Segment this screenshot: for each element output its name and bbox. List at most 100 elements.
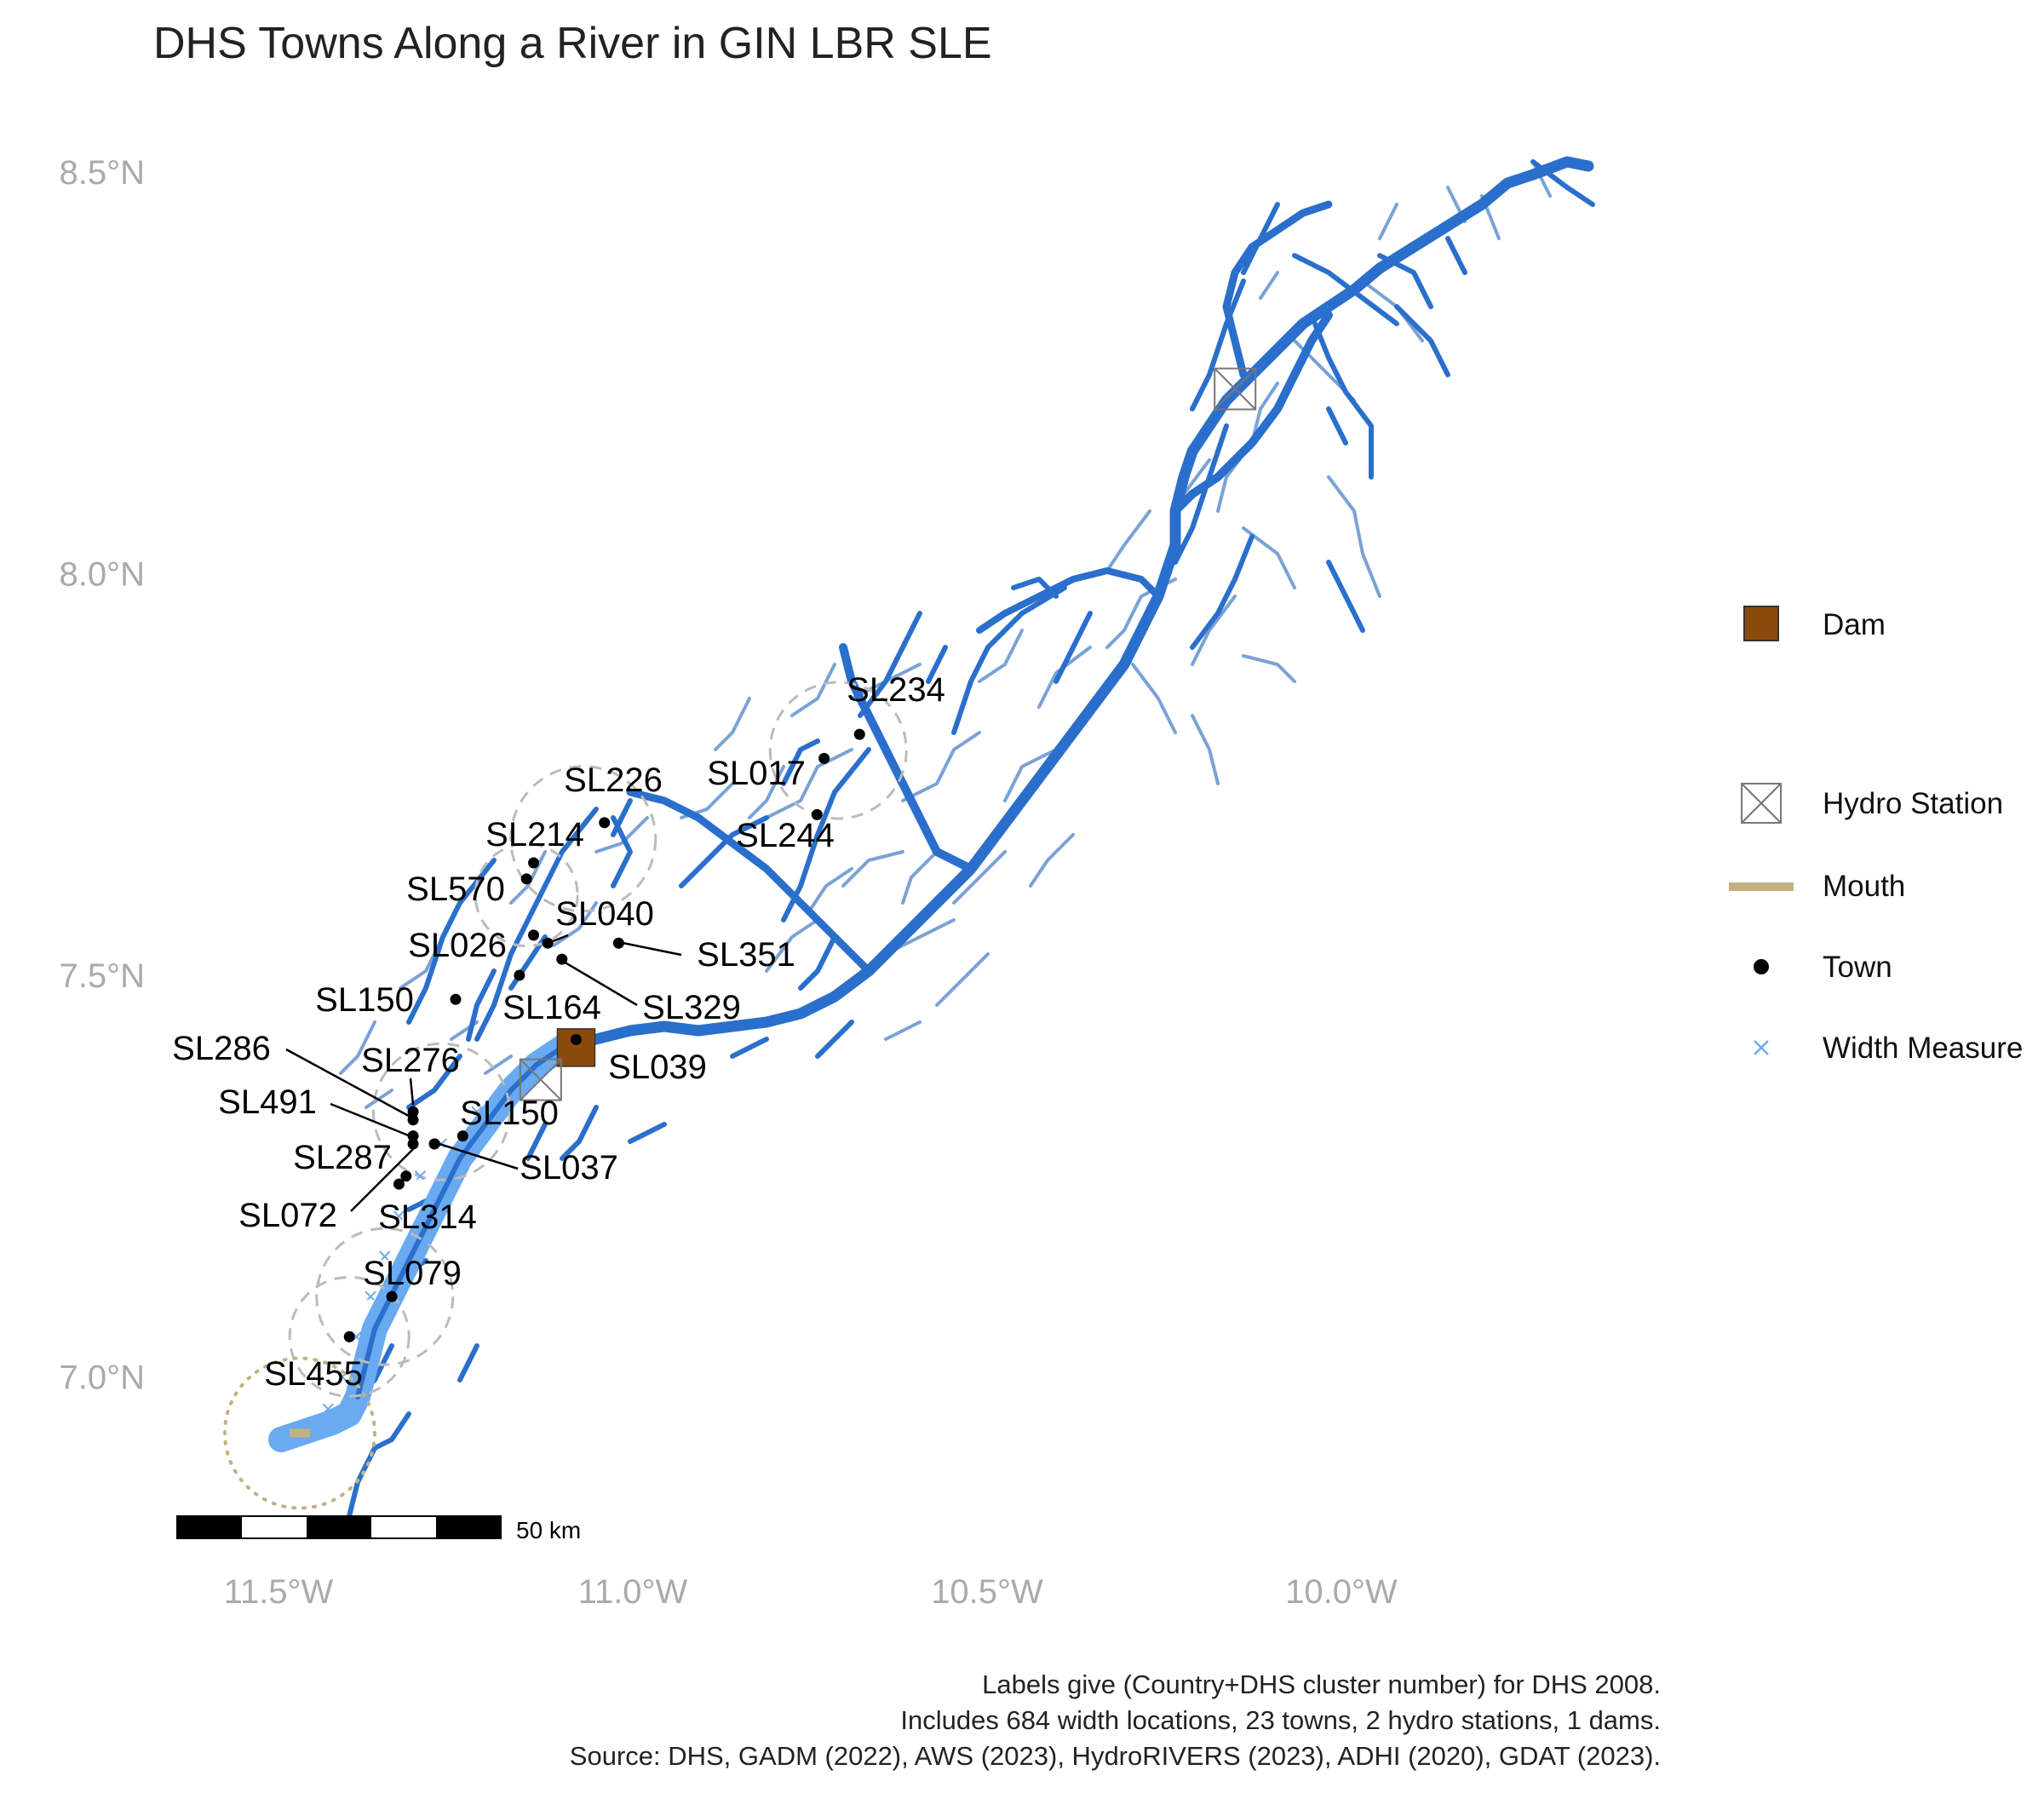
town-layer: SL234 SL017 SL244 SL226 SL214 SL570 SL040 SL026… xyxy=(172,671,945,1393)
town-marker xyxy=(556,953,568,965)
width-measure-marker xyxy=(322,1403,334,1415)
y-tick-label: 7.0°N xyxy=(60,1359,146,1397)
town-label: SL079 xyxy=(363,1255,462,1292)
town-label: SL329 xyxy=(642,989,741,1026)
town-marker xyxy=(400,1170,412,1182)
town-leader-line xyxy=(623,942,682,957)
legend-width-swatch xyxy=(1754,1040,1769,1055)
legend-hydro-swatch xyxy=(1741,783,1782,824)
town-label: SL072 xyxy=(238,1197,337,1234)
lower-branch xyxy=(839,643,975,873)
x-tick-label: 10.0°W xyxy=(1285,1573,1398,1611)
town-label: SL244 xyxy=(736,817,835,854)
town-leader-line xyxy=(285,1048,411,1118)
town-leader-line xyxy=(547,934,569,945)
town-label: SL037 xyxy=(520,1149,618,1187)
town-leader-line xyxy=(439,1142,519,1170)
hydro-station-marker xyxy=(519,1058,562,1101)
scale-bar-segment xyxy=(436,1516,501,1538)
caption-line: Source: DHS, GADM (2022), AWS (2023), Hy… xyxy=(570,1741,1661,1771)
axes: 8.5°N 8.0°N 7.5°N 7.0°N 11.5°W 11.0°W 10.5°W 10… xyxy=(60,154,1398,1611)
town-label: SL017 xyxy=(707,755,806,792)
hydro-station-marker xyxy=(1214,367,1257,411)
town-label: SL150 xyxy=(460,1095,559,1132)
legend-dam-swatch xyxy=(1743,606,1779,641)
legend: Dam Hydro Station Mouth Town Width Measu… xyxy=(1729,606,2023,1065)
town-label: SL287 xyxy=(293,1139,392,1176)
legend-town-label: Town xyxy=(1823,951,1892,984)
town-label: SL455 xyxy=(264,1355,363,1393)
town-label: SL491 xyxy=(218,1083,317,1121)
town-marker xyxy=(818,752,830,764)
east-branch xyxy=(1171,311,1333,515)
north-branch xyxy=(1222,200,1333,379)
legend-mouth-label: Mouth xyxy=(1823,870,1905,903)
scale-bar-label: 50 km xyxy=(516,1517,581,1543)
hydro-layer xyxy=(519,367,1257,1101)
legend-town-swatch xyxy=(1754,959,1769,974)
west-branch xyxy=(626,788,873,975)
width-measure-marker xyxy=(365,1290,376,1302)
town-marker xyxy=(599,817,611,829)
y-tick-label: 8.0°N xyxy=(60,556,146,594)
town-marker xyxy=(456,1130,468,1142)
scale-bar-segment xyxy=(307,1516,371,1538)
town-label: SL040 xyxy=(555,895,654,933)
scale-bar-segment xyxy=(177,1516,242,1538)
town-marker xyxy=(528,857,540,869)
x-tick-label: 11.0°W xyxy=(578,1573,688,1611)
town-label: SL164 xyxy=(502,989,601,1026)
main-river xyxy=(556,156,1594,1054)
town-label: SL570 xyxy=(406,871,505,908)
town-marker xyxy=(570,1033,582,1045)
width-measure-marker xyxy=(393,1210,405,1222)
mouth-layer xyxy=(222,1356,376,1510)
town-marker xyxy=(520,873,532,885)
legend-dam-label: Dam xyxy=(1823,608,1886,641)
x-tick-label: 10.5°W xyxy=(931,1573,1043,1611)
legend-width-label: Width Measure xyxy=(1823,1032,2023,1065)
y-tick-label: 8.5°N xyxy=(60,154,146,192)
buffer-circle xyxy=(371,1042,511,1181)
y-tick-label: 7.5°N xyxy=(60,957,146,995)
town-label: SL226 xyxy=(564,761,663,799)
caption-line: Includes 684 width locations, 23 towns, … xyxy=(900,1705,1661,1735)
width-measure-marker xyxy=(414,1170,427,1182)
town-marker xyxy=(428,1138,440,1150)
map-title: DHS Towns Along a River in GIN LBR SLE xyxy=(153,19,992,68)
caption-line: Labels give (Country+DHS cluster number)… xyxy=(982,1669,1661,1699)
town-marker xyxy=(514,969,525,981)
town-marker xyxy=(407,1138,419,1150)
minor-tributaries xyxy=(339,160,1552,1109)
legend-mouth-swatch xyxy=(1729,882,1794,891)
upper-branch xyxy=(976,567,1162,634)
town-label: SL286 xyxy=(172,1030,271,1067)
town-label: SL276 xyxy=(361,1042,460,1079)
width-measure-marker xyxy=(471,1106,483,1118)
buffer-circle xyxy=(474,842,579,948)
town-leader-line xyxy=(565,962,638,1007)
legend-hydro-label: Hydro Station xyxy=(1823,787,2003,820)
town-label: SL150 xyxy=(315,981,414,1019)
town-marker xyxy=(407,1130,419,1142)
town-marker xyxy=(853,728,865,740)
river-network xyxy=(268,156,1595,1519)
town-label: SL039 xyxy=(608,1049,707,1086)
lower-river-core xyxy=(355,1045,565,1399)
town-label: SL234 xyxy=(847,671,945,709)
width-measure-marker xyxy=(379,1250,391,1262)
town-label: SL351 xyxy=(697,936,795,974)
town-label: SL026 xyxy=(408,927,507,964)
town-label: SL214 xyxy=(485,816,584,853)
town-marker xyxy=(407,1114,419,1126)
town-marker xyxy=(528,929,540,941)
buffer-circle xyxy=(509,765,657,913)
town-marker xyxy=(407,1106,419,1118)
town-leader-line xyxy=(409,1078,415,1106)
town-marker xyxy=(343,1330,355,1342)
x-tick-label: 11.5°W xyxy=(224,1573,334,1611)
town-label: SL314 xyxy=(378,1198,477,1236)
buffer-circle xyxy=(768,681,908,820)
mouth-buffer xyxy=(222,1356,376,1510)
